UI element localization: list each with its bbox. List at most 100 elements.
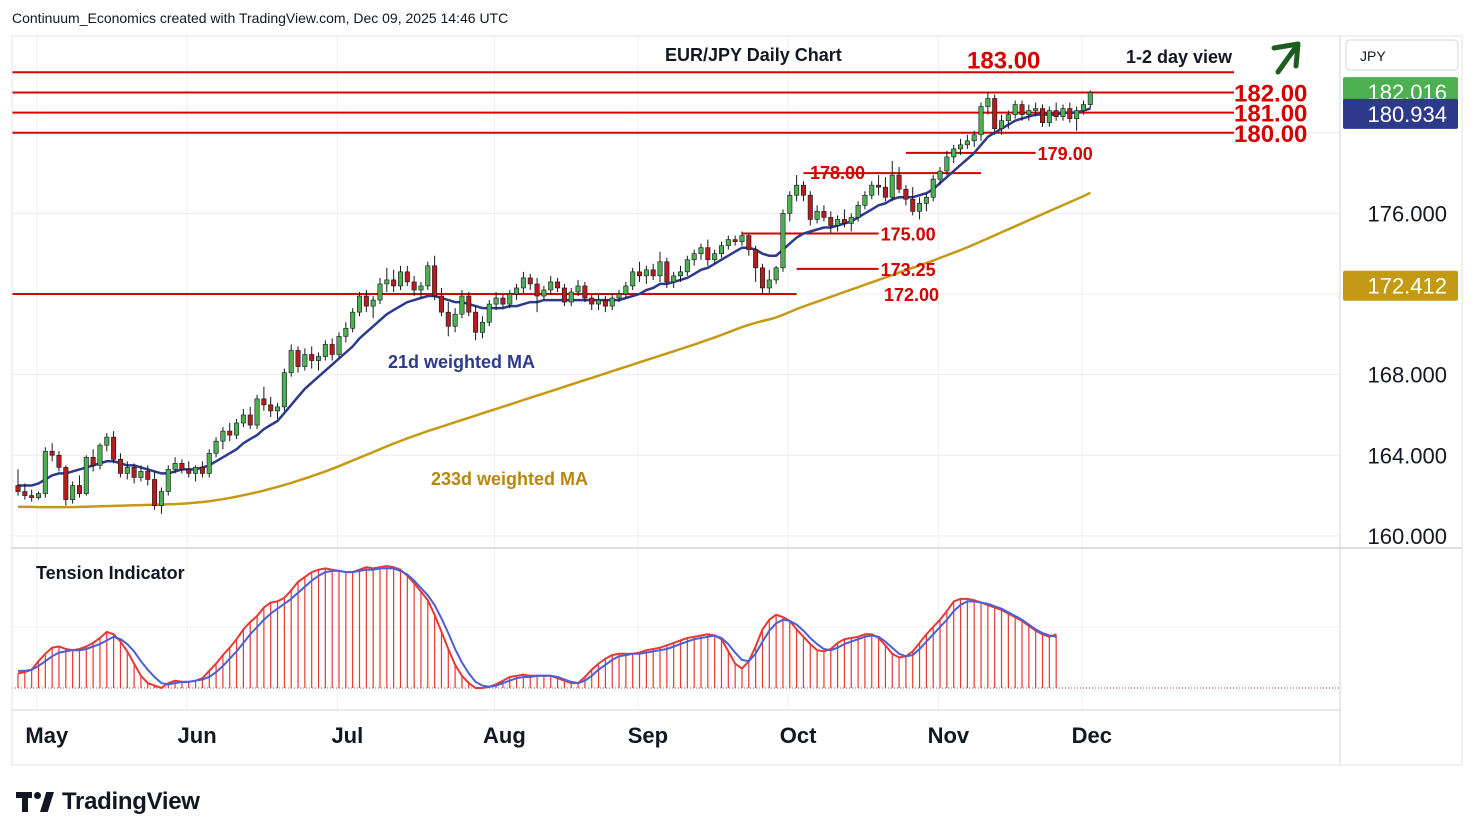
candle-55 [391,269,397,292]
candle-body-101 [705,247,711,261]
candle-body-131 [910,198,916,212]
level-label-175.00: 175.00 [881,225,936,245]
candle-157 [1087,90,1093,109]
candle-body-148 [1026,110,1032,115]
candle-44 [316,352,322,371]
price-badge-2: 172.412 [1343,270,1458,301]
candle-124 [862,191,868,210]
candle-90 [630,267,636,290]
candle-11 [90,449,96,472]
candle-body-5 [49,450,55,456]
x-tick-label-Jun: Jun [178,723,217,748]
candle-body-72 [507,293,513,305]
candle-59 [418,281,424,299]
candle-61 [432,255,438,301]
candle-body-111 [773,267,779,281]
candle-body-121 [841,219,847,224]
candle-body-48 [343,327,349,337]
candle-73 [514,283,520,301]
candle-body-137 [951,148,957,158]
candle-body-45 [322,344,328,357]
candle-149 [1033,102,1039,117]
candle-body-34 [247,414,253,426]
candle-13 [104,433,110,452]
candle-156 [1080,100,1086,115]
candle-body-21 [158,491,164,506]
candle-body-15 [117,459,123,474]
candle-body-149 [1033,108,1039,111]
candle-97 [678,265,684,282]
candle-body-64 [452,313,458,327]
candle-147 [1019,100,1025,121]
candle-101 [705,239,711,266]
candle-body-156 [1080,104,1086,111]
candle-body-3 [35,493,41,498]
candle-body-97 [678,271,684,277]
candle-134 [930,175,936,202]
candle-56 [397,265,403,290]
candle-75 [527,273,533,290]
candle-22 [165,465,171,496]
candle-31 [227,423,233,442]
candle-150 [1040,104,1046,127]
ma233-line-layer [17,191,1091,509]
candle-121 [841,209,847,228]
chart-title: EUR/JPY Daily Chart [665,45,842,65]
candle-body-110 [766,279,772,289]
candle-45 [322,340,328,361]
price-badge-bg-1 [1343,98,1458,129]
candle-body-29 [213,440,219,454]
candle-35 [254,394,260,430]
candle-123 [855,201,861,222]
candle-body-7 [63,467,69,500]
candle-body-59 [418,285,424,291]
candle-body-135 [937,170,943,180]
candle-94 [657,251,663,282]
candle-body-35 [254,398,260,426]
candle-body-37 [268,404,274,412]
tension-indicator-pane [12,564,1340,690]
candle-body-88 [616,293,622,299]
candle-body-117 [814,211,820,220]
candle-body-24 [179,463,185,470]
candle-52 [370,296,376,319]
candle-132 [917,197,923,220]
candle-body-9 [76,485,82,494]
candle-119 [828,211,834,234]
candle-12 [97,443,103,470]
candle-body-85 [596,299,602,305]
candle-115 [800,181,806,202]
candle-body-108 [753,249,759,269]
candle-111 [773,265,779,284]
candle-118 [821,205,827,222]
candle-body-77 [541,289,547,297]
candle-122 [848,213,854,232]
candle-body-128 [889,174,895,198]
candle-body-130 [903,188,909,200]
candle-81 [568,287,574,307]
level-label-183.00: 183.00 [967,47,1040,74]
price-badge-label-1: 180.934 [1367,102,1447,127]
candle-104 [725,235,731,250]
candle-85 [596,294,602,311]
candle-body-71 [500,297,506,305]
candle-2 [29,489,35,502]
candle-body-98 [684,259,690,273]
candle-125 [869,181,875,200]
currency-label[interactable]: JPY [1360,48,1386,64]
tradingview-logo[interactable]: TradingView [16,788,200,816]
candle-body-41 [295,350,301,367]
candle-body-57 [404,271,410,283]
candle-body-102 [712,253,718,261]
candle-76 [534,277,540,313]
candle-130 [903,185,909,206]
level-label-181.00: 181.00 [1234,101,1307,128]
candle-body-105 [732,239,738,242]
candle-body-153 [1060,108,1066,117]
candle-body-114 [794,184,800,196]
candle-36 [261,386,267,411]
candle-127 [882,177,888,202]
candle-body-99 [691,253,697,261]
candle-112 [780,209,786,272]
